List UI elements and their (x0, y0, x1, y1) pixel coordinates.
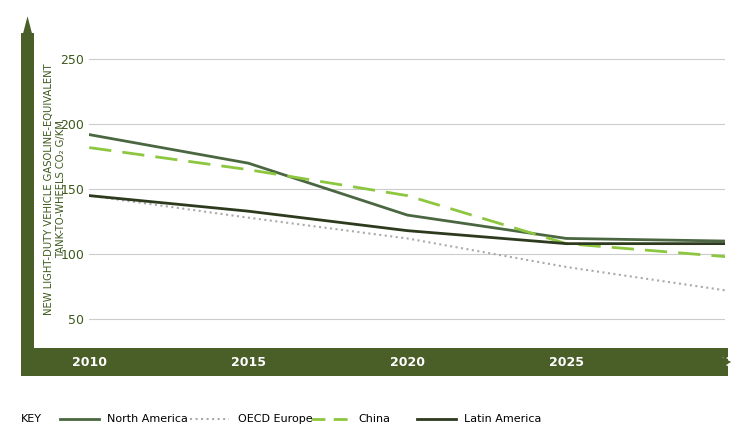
Text: North America: North America (107, 413, 188, 424)
Text: 2030: 2030 (708, 356, 743, 368)
Polygon shape (708, 349, 731, 375)
Text: Latin America: Latin America (464, 413, 542, 424)
Text: China: China (358, 413, 390, 424)
Polygon shape (21, 16, 34, 42)
Text: 2015: 2015 (231, 356, 266, 368)
Text: 2025: 2025 (549, 356, 584, 368)
Text: 2010: 2010 (71, 356, 107, 368)
Text: OECD Europe: OECD Europe (238, 413, 312, 424)
Text: 2020: 2020 (390, 356, 425, 368)
Y-axis label: NEW LIGHT-DUTY VEHICLE GASOLINE-EQUIVALENT
TANK-TO-WHEELS CO₂ G/KM: NEW LIGHT-DUTY VEHICLE GASOLINE-EQUIVALE… (44, 63, 65, 315)
Text: KEY: KEY (21, 413, 42, 424)
